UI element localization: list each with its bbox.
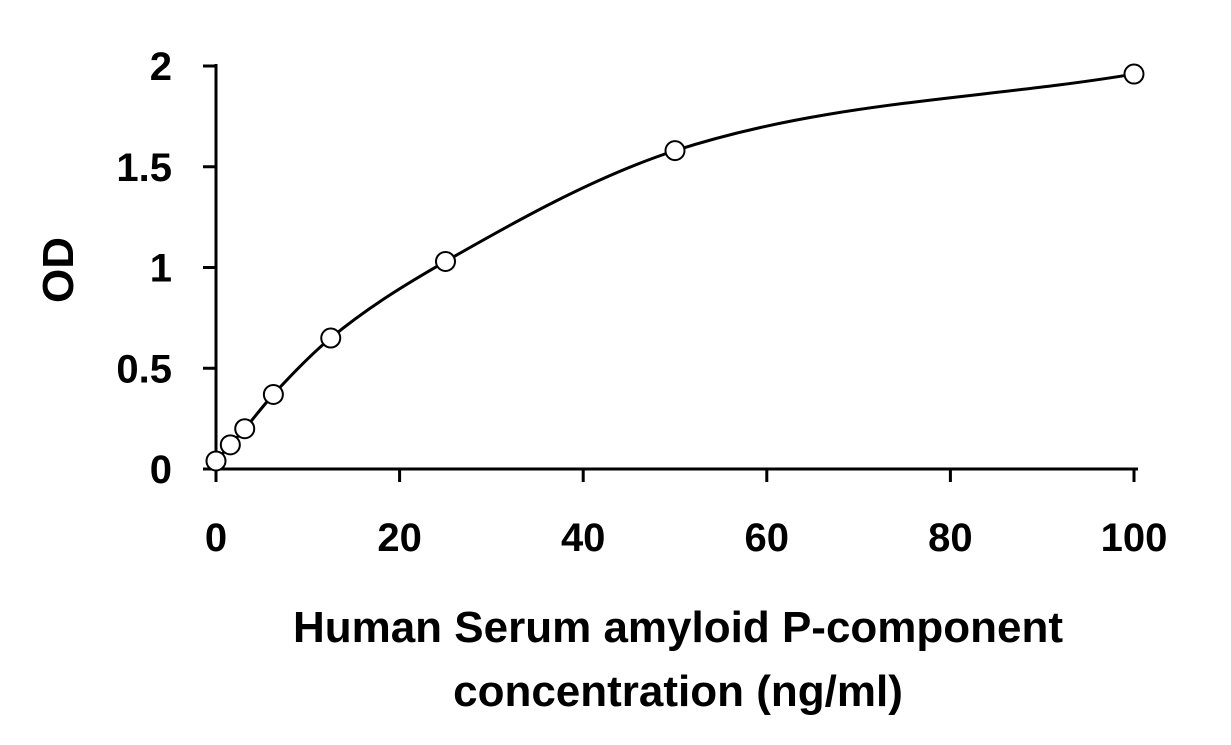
x-tick-label: 80 [928,516,973,560]
data-point [320,327,342,349]
data-point [262,383,284,405]
y-tick-labels: 0 0.5 1 1.5 2 [116,45,172,492]
y-tick-label: 2 [150,45,172,89]
x-tick-label: 0 [205,516,227,560]
x-tick-label: 20 [377,516,422,560]
y-axis-title: OD [34,237,83,303]
x-axis-title-line-1: Human Serum amyloid P-component [293,603,1063,652]
x-tick-label: 100 [1101,516,1168,560]
data-point [1123,63,1145,85]
fit-curve-group [214,72,1135,462]
data-point [664,140,686,162]
y-tick-label: 1.5 [116,146,172,190]
data-point [234,418,256,440]
x-tick-labels: 0 20 40 60 80 100 [205,516,1168,560]
x-axis-title-line-2: concentration (ng/ml) [453,667,903,716]
y-tick-label: 0.5 [116,347,172,391]
fit-curve [214,72,1135,462]
data-point [219,434,241,456]
y-tick-label: 1 [150,247,172,291]
data-point [435,250,456,272]
x-tick-label: 60 [745,516,790,560]
tick-marks [203,64,1136,482]
axes [214,64,1138,471]
y-tick-label: 0 [150,448,172,492]
x-tick-label: 40 [561,516,606,560]
data-points [205,63,1145,472]
data-point [205,450,227,472]
